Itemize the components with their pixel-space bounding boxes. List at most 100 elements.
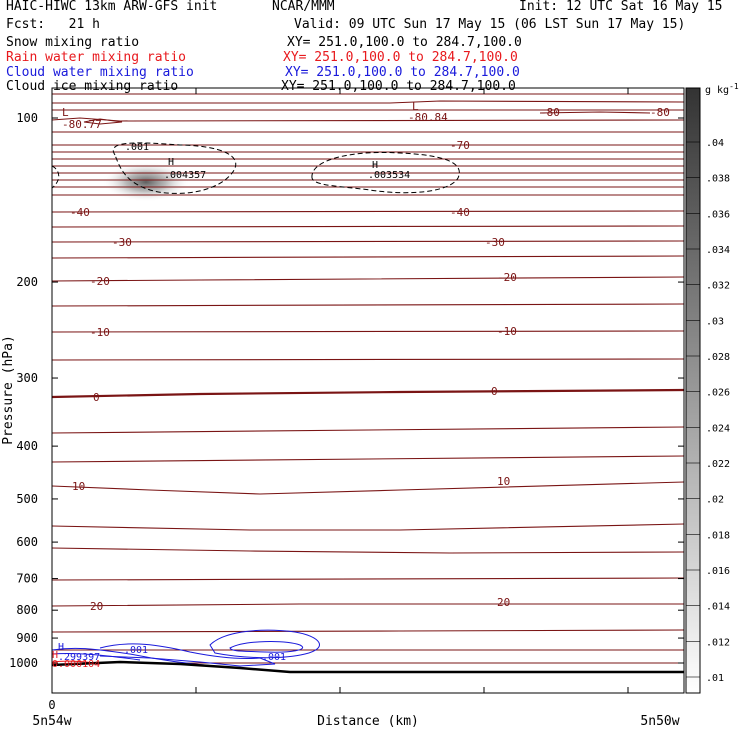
field-cloudwater-label: Cloud water mixing ratio xyxy=(6,65,194,80)
rain-max-value: 0.000104 xyxy=(52,659,100,670)
colorbar-tick-label: .016 xyxy=(706,566,730,577)
high-marker: H xyxy=(58,642,64,653)
y-tick-label: 100 xyxy=(16,111,38,125)
field-cloudice-xy: XY= 251.0,100.0 to 284.7,100.0 xyxy=(281,79,516,94)
temp-label: 0 xyxy=(93,391,100,404)
isotherm-line xyxy=(52,240,684,243)
field-snow-label: Snow mixing ratio xyxy=(6,35,140,50)
colorbar-unit: g kg-1 xyxy=(705,82,739,96)
org-label: NCAR/MMM xyxy=(272,0,335,14)
valid-time: Valid: 09 UTC Sun 17 May 15 (06 LST Sun … xyxy=(294,17,686,32)
cloud-water-max-value: .299397 xyxy=(58,652,100,663)
temperature-contours xyxy=(52,93,684,666)
temp-label: 20 xyxy=(90,600,103,613)
isotherm-line xyxy=(52,603,684,607)
colorbar-tick-label: .034 xyxy=(706,245,730,256)
y-tick-label: 800 xyxy=(16,603,38,617)
y-tick-label: 200 xyxy=(16,275,38,289)
init-time: Init: 12 UTC Sat 16 May 15 xyxy=(519,0,723,14)
terrain-fill xyxy=(52,662,684,693)
field-rain-xy: XY= 251.0,100.0 to 284.7,100.0 xyxy=(283,50,518,65)
temp-label: -10 xyxy=(90,326,110,339)
y-tick-label: 500 xyxy=(16,492,38,506)
y-axis-label: Pressure (hPa) xyxy=(1,335,16,445)
y-tick-label: 300 xyxy=(16,371,38,385)
colorbar-tick-label: .02 xyxy=(706,495,724,506)
cloud-water-contour xyxy=(52,652,141,661)
temperature-labels: -80.77 -80.84 -80 -80 -70 -40 -40 -30 -3… xyxy=(62,100,670,613)
isotherm-line xyxy=(52,426,684,434)
isotherm-line xyxy=(52,523,684,531)
colorbar-tick-label: .012 xyxy=(706,637,730,648)
temp-label: -80.77 xyxy=(62,118,102,131)
x-axis-label: Distance (km) xyxy=(317,714,419,729)
colorbar-tick-label: .026 xyxy=(706,388,730,399)
field-snow-xy: XY= 251.0,100.0 to 284.7,100.0 xyxy=(287,35,522,50)
cloud-water-contour xyxy=(209,629,320,659)
field-rain-label: Rain water mixing ratio xyxy=(6,50,187,65)
snow-max-value: .003534 xyxy=(368,170,410,181)
isotherm-line xyxy=(52,629,684,633)
forecast-hour: Fcst: 21 h xyxy=(6,17,100,32)
x-endpoint-right: 5n50w xyxy=(640,714,679,729)
x-endpoint-left: 5n54w xyxy=(32,714,71,729)
isotherm-line xyxy=(52,330,684,333)
isotherm-line xyxy=(52,455,684,463)
colorbar-tick-label: .022 xyxy=(706,459,730,470)
terrain-line xyxy=(52,660,684,674)
temp-label: 20 xyxy=(497,596,510,609)
colorbar-tick-label: .014 xyxy=(706,602,730,613)
isotherm-closed xyxy=(83,118,123,125)
x-tick-label: 0 xyxy=(48,698,55,712)
cloud-water-contour xyxy=(99,643,276,667)
low-marker: L xyxy=(62,106,69,119)
colorbar-tick-label: .038 xyxy=(706,174,730,185)
isotherm-line xyxy=(52,225,684,228)
colorbar-tick-label: .032 xyxy=(706,281,730,292)
isotherm-line xyxy=(52,117,684,122)
colorbar-ticks: .01 .012 .014 .016 .018 .02 .022 .024 .026 .028 .0… xyxy=(686,138,730,684)
y-tick-label: 1000 xyxy=(9,656,38,670)
isotherm-line xyxy=(52,388,684,399)
isotherm-line xyxy=(52,577,684,581)
isotherm-line xyxy=(52,100,684,104)
temp-label: 0 xyxy=(491,385,498,398)
snow-contour-right xyxy=(311,152,460,194)
cloud-water-contour-label: .001 xyxy=(262,652,286,663)
high-marker: H xyxy=(372,160,378,171)
snow-contours xyxy=(52,142,460,194)
temp-label: -80 xyxy=(650,106,670,119)
y-tick-label: 600 xyxy=(16,535,38,549)
cloud-water-contour-label: .001 xyxy=(124,645,148,656)
colorbar-tick-label: .024 xyxy=(706,423,730,434)
isotherm-line xyxy=(52,255,684,259)
isotherm-line xyxy=(52,547,684,554)
colorbar xyxy=(685,87,701,694)
field-cloudice-label: Cloud ice mixing ratio xyxy=(6,79,179,94)
temp-label: -40 xyxy=(70,206,90,219)
temp-label: -80.84 xyxy=(408,111,448,124)
snow-max-value: .004357 xyxy=(164,170,206,181)
cloud-water-contour xyxy=(229,641,303,653)
high-marker: H xyxy=(168,157,174,168)
temp-label: -30 xyxy=(485,236,505,249)
temp-label: -70 xyxy=(450,139,470,152)
temp-label: -10 xyxy=(497,325,517,338)
isotherm-line xyxy=(52,303,684,307)
isotherm-line xyxy=(52,276,684,282)
high-marker-rain: H xyxy=(52,650,58,661)
y-tick-label: 900 xyxy=(16,631,38,645)
snow-contour-label: .001 xyxy=(125,142,149,153)
snow-shading-max xyxy=(102,162,190,202)
colorbar-tick-label: .036 xyxy=(706,209,730,220)
isotherm-line xyxy=(52,210,684,213)
temp-label: -20 xyxy=(497,271,517,284)
colorbar-tick-label: .03 xyxy=(706,316,724,327)
low-marker: L xyxy=(412,100,419,113)
isotherm-line xyxy=(52,481,684,495)
y-tick-label: 400 xyxy=(16,439,38,453)
temp-label: -80 xyxy=(540,106,560,119)
isotherm-line xyxy=(539,111,651,114)
